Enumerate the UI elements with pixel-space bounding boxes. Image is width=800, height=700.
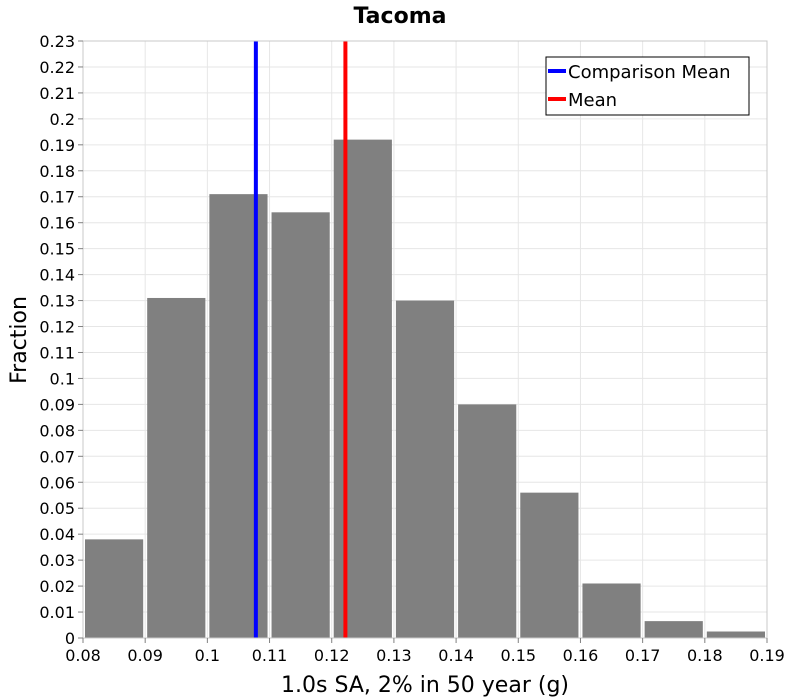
y-tick-label: 0.04 <box>39 525 75 544</box>
mean-lines <box>253 41 348 638</box>
y-tick-label: 0.22 <box>39 58 75 77</box>
histogram-bar <box>271 212 330 638</box>
y-axis-label: Fraction <box>7 296 32 384</box>
legend-box <box>545 56 750 116</box>
y-tick-label: 0.12 <box>39 318 75 337</box>
y-tick-label: 0.05 <box>39 499 75 518</box>
x-tick-label: 0.14 <box>438 646 474 665</box>
histogram-bar <box>582 583 641 638</box>
x-tick-label: 0.18 <box>687 646 723 665</box>
x-tick-label: 0.17 <box>625 646 661 665</box>
y-tick-label: 0.18 <box>39 162 75 181</box>
histogram-bar <box>644 621 703 638</box>
legend-label: Mean <box>568 90 617 111</box>
x-tick-label: 0.1 <box>195 646 220 665</box>
plot-area <box>82 40 768 639</box>
histogram-bar <box>85 539 144 638</box>
x-tick-label: 0.19 <box>749 646 785 665</box>
y-tick-label: 0.09 <box>39 395 75 414</box>
x-axis-label: 1.0s SA, 2% in 50 year (g) <box>281 673 569 698</box>
x-tick-label: 0.12 <box>314 646 350 665</box>
y-tick-label: 0.03 <box>39 551 75 570</box>
y-tick-label: 0.14 <box>39 266 75 285</box>
y-tick-label: 0.13 <box>39 292 75 311</box>
y-tick-label: 0.11 <box>39 343 75 362</box>
y-tick-label: 0.01 <box>39 603 75 622</box>
y-tick-label: 0.19 <box>39 136 75 155</box>
y-tick-label: 0.16 <box>39 214 75 233</box>
chart-title: Tacoma <box>354 4 447 29</box>
histogram-bar <box>333 139 392 639</box>
histogram-bar <box>147 297 206 638</box>
histogram-bar <box>209 194 268 638</box>
histogram-bar <box>520 492 579 638</box>
legend-label: Comparison Mean <box>568 62 731 83</box>
y-tick-labels: 0 0.01 0.02 0.03 0.04 0.05 0.06 0.07 0.08 0.09 0.1… <box>39 32 83 648</box>
x-tick-label: 0.15 <box>500 646 536 665</box>
x-tick-label: 0.11 <box>252 646 288 665</box>
x-tick-label: 0.08 <box>65 646 101 665</box>
y-tick-label: 0.15 <box>39 240 75 259</box>
y-tick-label: 0.08 <box>39 421 75 440</box>
y-tick-label: 0.21 <box>39 84 75 103</box>
y-tick-label: 0.2 <box>50 110 75 129</box>
y-tick-label: 0.06 <box>39 473 75 492</box>
y-tick-label: 0.02 <box>39 577 75 596</box>
bars <box>85 139 765 639</box>
histogram-bar <box>706 631 765 638</box>
y-tick-label: 0.23 <box>39 32 75 51</box>
x-tick-label: 0.16 <box>563 646 599 665</box>
legend: Comparison Mean Mean <box>545 56 750 116</box>
histogram-bar <box>458 404 517 638</box>
histogram-bar <box>395 300 455 638</box>
x-tick-labels: 0.08 0.09 0.1 0.11 0.12 0.13 0.14 0.15 0.16 0.17 0… <box>65 638 785 665</box>
y-tick-label: 0.1 <box>50 369 75 388</box>
x-tick-label: 0.09 <box>127 646 163 665</box>
y-tick-label: 0.17 <box>39 188 75 207</box>
y-tick-label: 0 <box>65 629 75 648</box>
x-tick-label: 0.13 <box>376 646 412 665</box>
y-tick-label: 0.07 <box>39 447 75 466</box>
